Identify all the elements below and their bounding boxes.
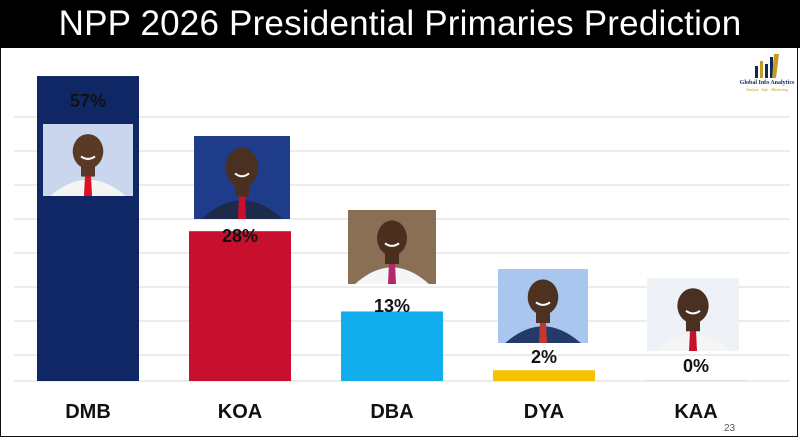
category-label-koa: KOA [218,401,262,423]
candidate-photo-koa [194,136,290,219]
value-label-dya: 2% [531,347,557,367]
category-label-dba: DBA [370,401,413,423]
bar-dmb [37,76,139,382]
category-label-dmb: DMB [65,401,111,423]
analytics-logo-icon [755,54,779,78]
bar-dba [341,311,443,381]
value-label-dba: 13% [374,296,410,316]
chart-title: NPP 2026 Presidential Primaries Predicti… [58,4,742,43]
candidate-photo-dba [348,210,436,284]
title-bar: NPP 2026 Presidential Primaries Predicti… [0,0,800,48]
logo-name: Global Info Analytics [739,80,795,86]
category-label-kaa: KAA [674,401,717,423]
value-label-dmb: 57% [70,91,106,111]
global-info-analytics-logo: Global Info Analytics Analyze · Info · M… [736,52,798,98]
candidate-photo-kaa [647,278,739,351]
bar-dya [493,370,595,381]
logo-tagline: Analyze · Info · Marketing [746,87,788,92]
page-number: 23 [724,423,736,434]
category-label-dya: DYA [524,401,564,423]
bar-koa [189,231,291,381]
candidate-photo-dya [498,269,588,343]
value-label-koa: 28% [222,226,258,246]
value-label-kaa: 0% [683,356,709,376]
candidate-photo-dmb [43,124,133,196]
bar-kaa [645,380,747,381]
